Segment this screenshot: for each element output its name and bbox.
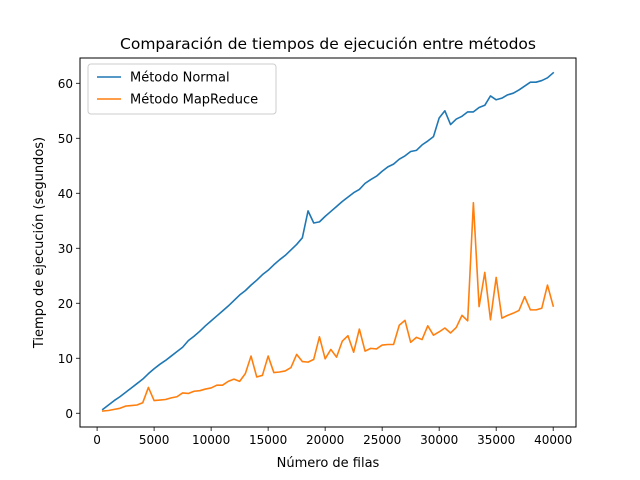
x-axis: 0 5000 10000 15000 20000 25000 30000 35000 40000 bbox=[93, 427, 572, 447]
x-tick-label: 15000 bbox=[249, 433, 287, 447]
legend: Método Normal Método MapReduce bbox=[87, 63, 277, 115]
legend-label: Método Normal bbox=[130, 71, 230, 86]
series-line-1 bbox=[101, 71, 555, 411]
y-axis: 0 10 20 30 40 50 60 bbox=[58, 77, 80, 421]
x-tick-label: 10000 bbox=[192, 433, 230, 447]
x-axis-label: Número de filas bbox=[277, 456, 380, 471]
y-tick-label: 30 bbox=[58, 242, 73, 256]
x-tick-label: 25000 bbox=[363, 433, 401, 447]
y-axis-label: Tiempo de ejecución (segundos) bbox=[32, 137, 47, 349]
series-layer bbox=[101, 71, 555, 412]
x-tick-label: 35000 bbox=[477, 433, 515, 447]
y-tick-label: 40 bbox=[58, 187, 73, 201]
y-tick-label: 20 bbox=[58, 297, 73, 311]
legend-label: Método MapReduce bbox=[130, 93, 258, 108]
plot-frame bbox=[79, 57, 577, 428]
x-tick-label: 40000 bbox=[534, 433, 572, 447]
x-tick-label: 0 bbox=[93, 433, 101, 447]
y-tick-label: 10 bbox=[58, 352, 73, 366]
x-tick-label: 20000 bbox=[306, 433, 344, 447]
y-tick-label: 0 bbox=[65, 407, 73, 421]
y-tick-label: 50 bbox=[58, 132, 73, 146]
x-tick-label: 5000 bbox=[139, 433, 170, 447]
x-tick-label: 30000 bbox=[420, 433, 458, 447]
series-line-2 bbox=[101, 201, 555, 412]
y-tick-label: 60 bbox=[58, 77, 73, 91]
chart-title: Comparación de tiempos de ejecución entr… bbox=[120, 35, 536, 53]
legend-box bbox=[87, 63, 277, 115]
